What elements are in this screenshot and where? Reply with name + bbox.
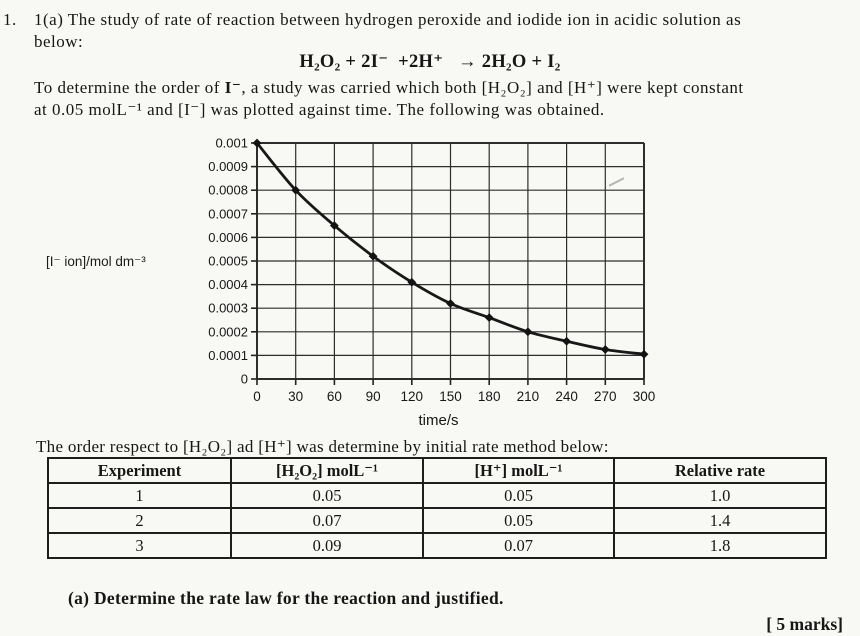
table-caption: The order respect to [H₂O₂] ad [H⁺] was … <box>36 437 609 456</box>
y-tick-label: 0 <box>241 372 248 387</box>
cell-experiment: 2 <box>47 507 232 534</box>
x-tick-label: 180 <box>478 389 501 404</box>
col-header-relative-rate: Relative rate <box>613 457 827 484</box>
data-point-marker <box>407 277 417 287</box>
col-header-h2o2: [H₂O₂] molL⁻¹ <box>230 457 424 484</box>
data-point-marker <box>368 251 378 261</box>
cell-relative-rate: 1.0 <box>613 482 827 509</box>
cell-h2o2: 0.07 <box>230 507 424 534</box>
y-tick-label: 0.0009 <box>208 159 248 174</box>
cell-hplus: 0.05 <box>422 482 615 509</box>
rate-data-table: Experiment [H₂O₂] molL⁻¹ [H⁺] molL⁻¹ Rel… <box>47 457 827 559</box>
x-tick-label: 270 <box>594 389 617 404</box>
y-tick-label: 0.001 <box>215 136 248 151</box>
paragraph-line-1: To determine the order of I⁻, a study wa… <box>34 78 744 98</box>
intro-line-2: below: <box>34 32 84 51</box>
data-point-marker <box>523 327 533 337</box>
cell-experiment: 3 <box>47 532 232 559</box>
y-tick-label: 0.0006 <box>208 230 248 245</box>
y-tick-label: 0.0002 <box>208 324 248 339</box>
y-tick-label: 0.0003 <box>208 301 248 316</box>
col-header-hplus: [H⁺] molL⁻¹ <box>422 457 615 484</box>
question-a-text: (a) Determine the rate law for the react… <box>68 588 504 608</box>
x-tick-label: 150 <box>439 389 462 404</box>
y-tick-label: 0.0008 <box>208 183 248 198</box>
table-header-row: Experiment [H₂O₂] molL⁻¹ [H⁺] molL⁻¹ Rel… <box>47 457 827 484</box>
cell-hplus: 0.07 <box>422 532 615 559</box>
cell-relative-rate: 1.4 <box>613 507 827 534</box>
cell-h2o2: 0.05 <box>230 482 424 509</box>
data-point-marker <box>600 345 610 354</box>
table-row: 1 0.05 0.05 1.0 <box>47 482 827 509</box>
paragraph-text-after: , a study was carried which both [H₂O₂] … <box>241 78 744 97</box>
question-number: 1. <box>3 10 17 29</box>
y-tick-label: 0.0007 <box>208 206 248 221</box>
data-point-marker <box>562 336 571 346</box>
iodide-ion-bold: I⁻ <box>224 78 242 97</box>
marks-label: [ 5 marks] <box>766 614 843 634</box>
x-tick-label: 210 <box>517 389 540 404</box>
paragraph-text-before: To determine the order of <box>34 78 225 97</box>
x-tick-label: 240 <box>555 389 578 404</box>
paragraph-line-2: at 0.05 molL⁻¹ and [I⁻] was plotted agai… <box>34 100 605 119</box>
y-tick-label: 0.0004 <box>208 277 248 292</box>
intro-line-1: 1(a) The study of rate of reaction betwe… <box>34 10 742 29</box>
x-tick-label: 0 <box>253 389 261 404</box>
x-tick-label: 30 <box>288 389 303 404</box>
y-tick-label: 0.0001 <box>208 348 248 363</box>
y-tick-label: 0.0005 <box>208 254 248 269</box>
chemical-equation: H₂O₂ + 2I⁻ +2H⁺ → 2H₂O + I₂ <box>299 52 561 72</box>
table-row: 3 0.09 0.07 1.8 <box>47 532 827 559</box>
cell-experiment: 1 <box>47 482 232 509</box>
x-tick-label: 60 <box>327 389 342 404</box>
x-tick-label: 120 <box>401 389 424 404</box>
x-tick-label: 300 <box>633 389 656 404</box>
data-point-marker <box>639 349 649 359</box>
data-point-marker <box>330 221 339 230</box>
data-point-marker <box>484 313 494 323</box>
x-axis-title: time/s <box>418 412 458 429</box>
cell-relative-rate: 1.8 <box>613 532 827 559</box>
col-header-experiment: Experiment <box>47 457 232 484</box>
cell-hplus: 0.05 <box>422 507 615 534</box>
table-row: 2 0.07 0.05 1.4 <box>47 507 827 534</box>
iodide-concentration-time-chart: 0.001 0.0009 0.0008 0.0007 0.0006 0.0005 0.000… <box>208 136 656 430</box>
y-axis-label: [I⁻ ion]/mol dm⁻³ <box>46 254 146 269</box>
data-point-marker <box>446 299 455 308</box>
cell-h2o2: 0.09 <box>230 532 424 559</box>
x-tick-label: 90 <box>366 389 381 404</box>
data-point-marker <box>291 185 301 195</box>
